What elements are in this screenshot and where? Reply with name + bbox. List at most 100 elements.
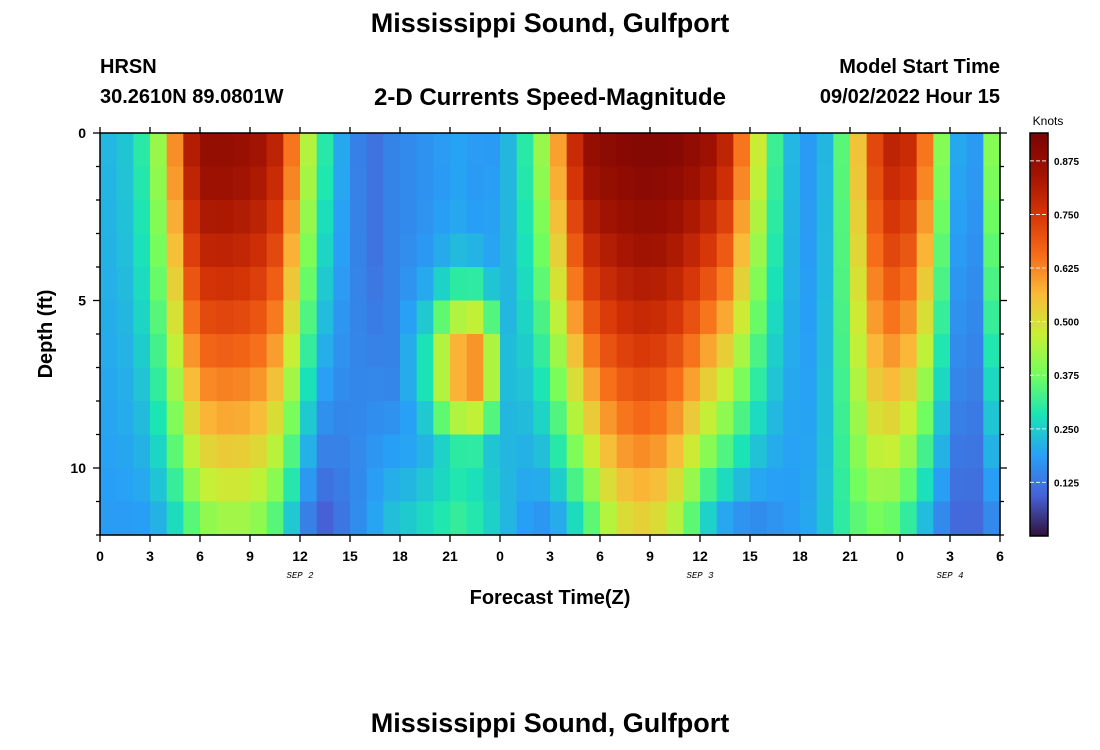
heatmap-cells: [100, 133, 1001, 536]
heatmap-cell: [766, 133, 784, 168]
heatmap-cell: [450, 434, 468, 469]
heatmap-cell: [316, 200, 334, 235]
heatmap-cell: [533, 334, 551, 369]
heatmap-cell: [350, 334, 368, 369]
heatmap-cell: [383, 267, 401, 302]
heatmap-cell: [916, 166, 934, 201]
heatmap-cell: [416, 367, 434, 402]
heatmap-cell: [883, 267, 901, 302]
heatmap-cell: [566, 334, 584, 369]
heatmap-cell: [283, 367, 301, 402]
heatmap-cell: [950, 401, 968, 436]
heatmap-cell: [700, 501, 718, 536]
colorbar-tick-label: 0.500: [1054, 318, 1079, 329]
heatmap-cell: [933, 501, 951, 536]
heatmap-cell: [350, 267, 368, 302]
heatmap-cell: [366, 133, 384, 168]
heatmap-cell: [833, 334, 851, 369]
heatmap-cell: [216, 367, 234, 402]
heatmap-cell: [183, 300, 201, 335]
station-coordinates: 30.2610N 89.0801W: [100, 86, 284, 108]
heatmap-cell: [400, 468, 418, 503]
heatmap-cell: [483, 166, 501, 201]
heatmap-cell: [116, 267, 134, 302]
heatmap-cell: [750, 200, 768, 235]
heatmap-cell: [666, 468, 684, 503]
heatmap-cell: [766, 334, 784, 369]
heatmap-cell: [550, 300, 568, 335]
model-start-value: 09/02/2022 Hour 15: [819, 86, 1000, 108]
heatmap-cell: [683, 468, 701, 503]
heatmap-cell: [850, 334, 868, 369]
heatmap-cell: [550, 501, 568, 536]
heatmap-cell: [466, 133, 484, 168]
heatmap-cell: [633, 334, 651, 369]
heatmap-cell: [233, 166, 251, 201]
heatmap-cell: [516, 300, 534, 335]
heatmap-cell: [533, 267, 551, 302]
heatmap-cell: [750, 334, 768, 369]
heatmap-cell: [500, 133, 518, 168]
heatmap-cell: [483, 401, 501, 436]
heatmap-cell: [583, 501, 601, 536]
heatmap-cell: [783, 267, 801, 302]
heatmap-cell: [916, 334, 934, 369]
heatmap-cell: [716, 200, 734, 235]
heatmap-cell: [966, 401, 984, 436]
heatmap-cell: [166, 300, 184, 335]
heatmap-cell: [683, 367, 701, 402]
heatmap-cell: [200, 166, 218, 201]
heatmap-cell: [366, 434, 384, 469]
heatmap-cell: [700, 200, 718, 235]
heatmap-cell: [733, 267, 751, 302]
heatmap-cell: [450, 501, 468, 536]
heatmap-cell: [466, 401, 484, 436]
heatmap-cell: [883, 133, 901, 168]
heatmap-cell: [666, 367, 684, 402]
heatmap-cell: [300, 501, 318, 536]
heatmap-cell: [983, 166, 1001, 201]
heatmap-cell: [416, 501, 434, 536]
x-tick-label: 21: [842, 548, 858, 564]
x-axis: 0 3 6 9 12 15 18 21 0 3 6 9 12 15 18 21 0 3 6 SEP 2 SEP 3 SEP…: [96, 127, 1004, 581]
heatmap-cell: [533, 300, 551, 335]
heatmap-cell: [850, 200, 868, 235]
heatmap-cell: [500, 367, 518, 402]
heatmap-cell: [366, 267, 384, 302]
heatmap-cell: [316, 166, 334, 201]
heatmap-cell: [633, 367, 651, 402]
heatmap-cell: [266, 200, 284, 235]
heatmap-cell: [166, 401, 184, 436]
heatmap-cell: [600, 300, 618, 335]
heatmap-cell: [366, 166, 384, 201]
heatmap-cell: [566, 468, 584, 503]
colorbar-gradient: [1029, 132, 1049, 537]
heatmap-cell: [466, 367, 484, 402]
heatmap-cell: [533, 367, 551, 402]
heatmap-cell: [250, 200, 268, 235]
heatmap-cell: [600, 501, 618, 536]
heatmap-cell: [850, 233, 868, 268]
heatmap-cell: [716, 468, 734, 503]
x-tick-label: 6: [996, 548, 1004, 564]
heatmap-cell: [733, 434, 751, 469]
heatmap-cell: [483, 200, 501, 235]
heatmap-cell: [900, 367, 918, 402]
station-name: HRSN: [100, 56, 157, 78]
heatmap-cell: [516, 334, 534, 369]
heatmap-cell: [916, 200, 934, 235]
heatmap-cell: [783, 401, 801, 436]
heatmap-cell: [666, 267, 684, 302]
heatmap-cell: [366, 200, 384, 235]
heatmap-cell: [316, 367, 334, 402]
heatmap-cell: [616, 166, 634, 201]
heatmap-cell: [583, 434, 601, 469]
heatmap-cell: [900, 434, 918, 469]
chart-subtitle: 2-D Currents Speed-Magnitude: [373, 84, 727, 111]
x-tick-label: 18: [392, 548, 408, 564]
heatmap-cell: [683, 133, 701, 168]
heatmap-cell: [983, 367, 1001, 402]
heatmap-cell: [600, 200, 618, 235]
heatmap-cell: [150, 267, 168, 302]
heatmap-cell: [833, 401, 851, 436]
